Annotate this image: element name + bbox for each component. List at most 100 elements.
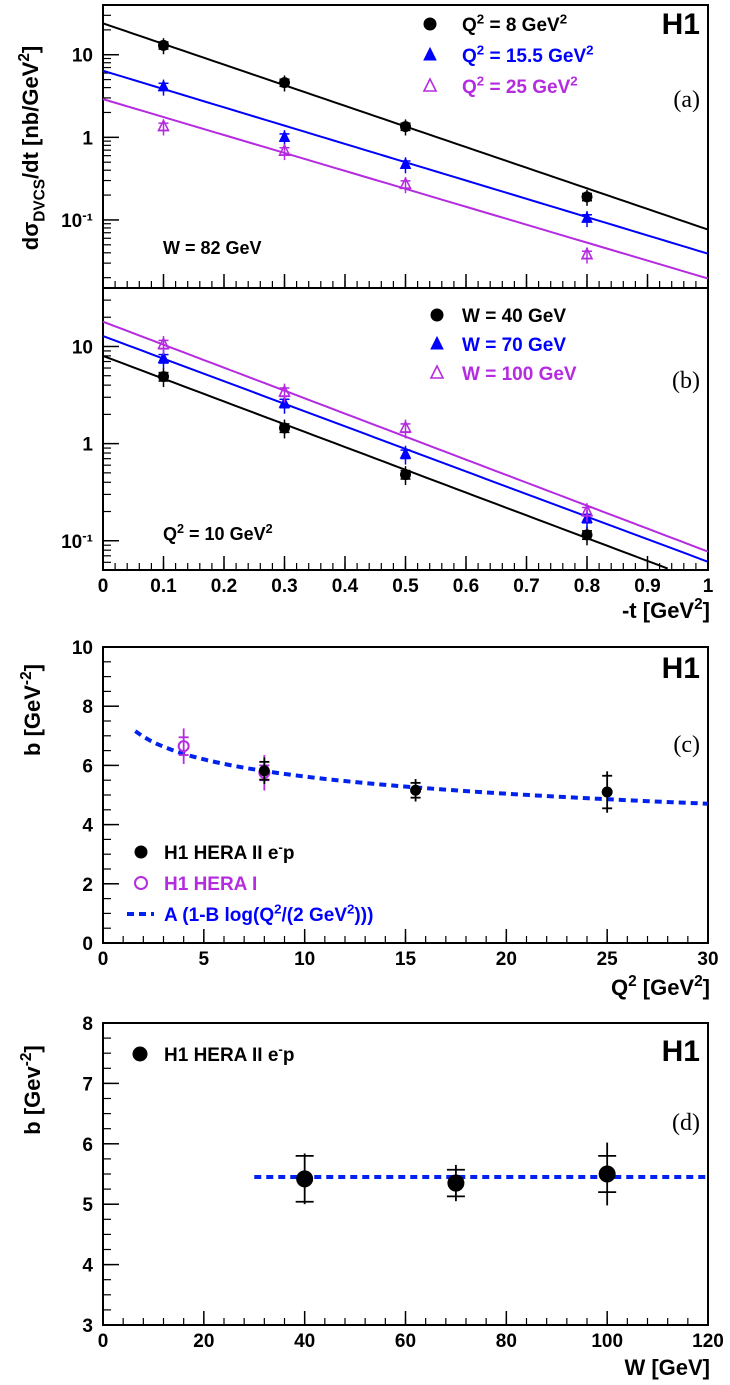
panel-a-y-tick-label: 10 <box>72 46 93 67</box>
panel-b-x-tick-label: 0.1 <box>150 576 177 597</box>
panel-a-annotation: W = 82 GeV <box>163 238 262 258</box>
panel-d-x-tick-label: 120 <box>692 1331 724 1352</box>
panel-b-x-tick-label: 0.3 <box>271 576 297 597</box>
panel-b-data-point <box>400 469 411 481</box>
panel-a-data-point <box>278 130 291 142</box>
panel-c-y-tick-label: 2 <box>82 875 93 896</box>
panel-a-data-point <box>399 157 412 169</box>
panel-b-data-point <box>399 420 412 433</box>
panel-c-x-tick-label: 0 <box>98 949 109 970</box>
panel-a-data-point <box>581 211 593 223</box>
panel-b-data-point <box>278 384 291 397</box>
panel-a-data-point <box>157 79 170 92</box>
panel-b-x-tick-label: 0.4 <box>332 576 359 597</box>
panel-b-label: (b) <box>672 368 700 394</box>
panel-c-fit-curve <box>134 729 709 806</box>
panel-d-x-tick-label: 40 <box>294 1331 315 1352</box>
panel-a-data-point <box>157 118 170 132</box>
panel-c-y-tick-label: 10 <box>72 638 93 659</box>
panel-c-y-tick-label: 6 <box>82 756 93 777</box>
panel-d-x-tick-label: 60 <box>395 1331 416 1352</box>
panel-b-legend-marker <box>429 364 445 379</box>
panel-d-label: (d) <box>672 1110 700 1136</box>
panel-a-data-point <box>581 191 593 203</box>
panel-b-data-point <box>399 446 412 459</box>
panel-a-data-point <box>158 39 169 51</box>
panel-c-x-tick-label: 10 <box>294 949 315 970</box>
panel-c-legend-label: H1 HERA I <box>164 874 257 895</box>
panel-a-y-tick-label: 1 <box>82 128 93 149</box>
panel-d-x-tick-label: 80 <box>496 1331 517 1352</box>
panel-c-frame <box>102 646 709 944</box>
panel-a-legend-marker <box>423 17 437 31</box>
panel-b-y-tick-label: 10 <box>72 337 93 358</box>
panel-b-x-tick-label: 0.7 <box>513 576 539 597</box>
panel-b-y-tick-label: 10-¹ <box>61 528 93 553</box>
panel-c-data-point <box>177 740 190 753</box>
panel-b-x-tick-label: 0.6 <box>453 576 479 597</box>
panel-d-y-axis-title: b [Gev-2] <box>18 1045 45 1134</box>
panel-a-data-point <box>400 121 411 133</box>
panel-c-data-point <box>258 765 270 777</box>
panel-d-legend-marker <box>132 1046 148 1062</box>
panel-c-y-tick-label: 4 <box>82 816 93 837</box>
panel-d-x-tick-label: 0 <box>98 1331 109 1352</box>
panel-b-x-tick-label: 0.8 <box>574 576 600 597</box>
panel-d-data-point <box>296 1170 314 1188</box>
axes-layer <box>102 4 709 1326</box>
panel-b-x-axis-title: -t [GeV2] <box>622 596 710 623</box>
panel-b-y-tick-label: 1 <box>82 435 93 456</box>
panel-c-x-tick-label: 25 <box>597 949 619 970</box>
panel-c-y-tick-label: 8 <box>82 697 93 718</box>
panel-a-y-axis-title: dσDVCS/dt [nb/GeV2] <box>16 46 48 250</box>
panel-d-legend-label: H1 HERA II e-p <box>164 1041 294 1066</box>
panel-b-fit-line <box>102 354 669 570</box>
panel-a-data-point <box>580 246 594 260</box>
panel-c-x-tick-label: 15 <box>395 949 417 970</box>
panel-a-data-point <box>279 77 290 89</box>
panel-a-legend-marker <box>423 46 437 61</box>
panel-c-data-point <box>601 786 613 798</box>
panel-a-legend-label: Q2 = 25 GeV2 <box>462 73 578 98</box>
panel-b-legend-marker <box>430 308 444 322</box>
panel-d-y-tick-label: 7 <box>82 1074 93 1095</box>
panel-c-x-tick-label: 5 <box>199 949 210 970</box>
panel-b-x-tick-label: 0.5 <box>392 576 419 597</box>
panel-b-data-point <box>580 503 594 517</box>
panel-c-h1-logo: H1 <box>662 652 700 685</box>
panel-d-y-tick-label: 3 <box>82 1316 93 1337</box>
panel-b-x-tick-label: 1 <box>703 576 714 597</box>
panel-d-x-tick-label: 100 <box>591 1331 623 1352</box>
panel-a-data-point <box>278 143 291 156</box>
panel-c-x-axis-title: Q2 [GeV2] <box>611 973 710 1000</box>
panel-b-legend-label: W = 70 GeV <box>462 335 566 356</box>
panel-a-legend-label: Q2 = 15.5 GeV2 <box>462 42 594 67</box>
panel-a-h1-logo: H1 <box>662 8 700 41</box>
panel-a-y-tick-label: 10-¹ <box>61 207 93 232</box>
panel-b-data-point <box>157 351 170 364</box>
panel-b-x-tick-label: 0.9 <box>634 576 660 597</box>
panel-c-x-tick-label: 30 <box>697 949 718 970</box>
panel-c-data-point <box>410 784 422 796</box>
panel-a-legend-label: Q2 = 8 GeV2 <box>462 11 567 36</box>
panel-b-x-tick-label: 0.2 <box>211 576 237 597</box>
panel-b-x-tick-label: 0 <box>98 576 109 597</box>
panel-b-legend-label: W = 100 GeV <box>462 364 577 385</box>
panel-d-x-axis-title: W [GeV] <box>624 1355 710 1380</box>
panel-d-x-tick-label: 20 <box>193 1331 214 1352</box>
panel-d-y-tick-label: 8 <box>82 1014 93 1035</box>
panel-b-data-point <box>581 529 593 541</box>
panel-b-legend-marker <box>430 335 444 350</box>
panel-d-data-point <box>598 1165 616 1183</box>
panel-b-legend-label: W = 40 GeV <box>462 306 566 327</box>
data-layer <box>102 17 709 1206</box>
panel-b-data-point <box>279 422 290 434</box>
panel-a-label: (a) <box>673 87 700 113</box>
panel-d-h1-logo: H1 <box>662 1035 700 1068</box>
panel-d-y-tick-label: 6 <box>82 1135 93 1156</box>
panel-d-y-tick-label: 4 <box>82 1256 93 1277</box>
panel-b-data-point <box>157 336 170 350</box>
panel-b-annotation: Q2 = 10 GeV2 <box>163 522 273 544</box>
